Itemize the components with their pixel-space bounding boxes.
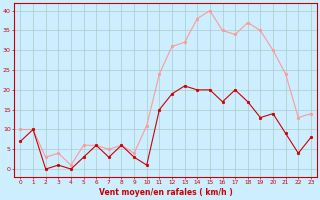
X-axis label: Vent moyen/en rafales ( km/h ): Vent moyen/en rafales ( km/h ) [99,188,233,197]
